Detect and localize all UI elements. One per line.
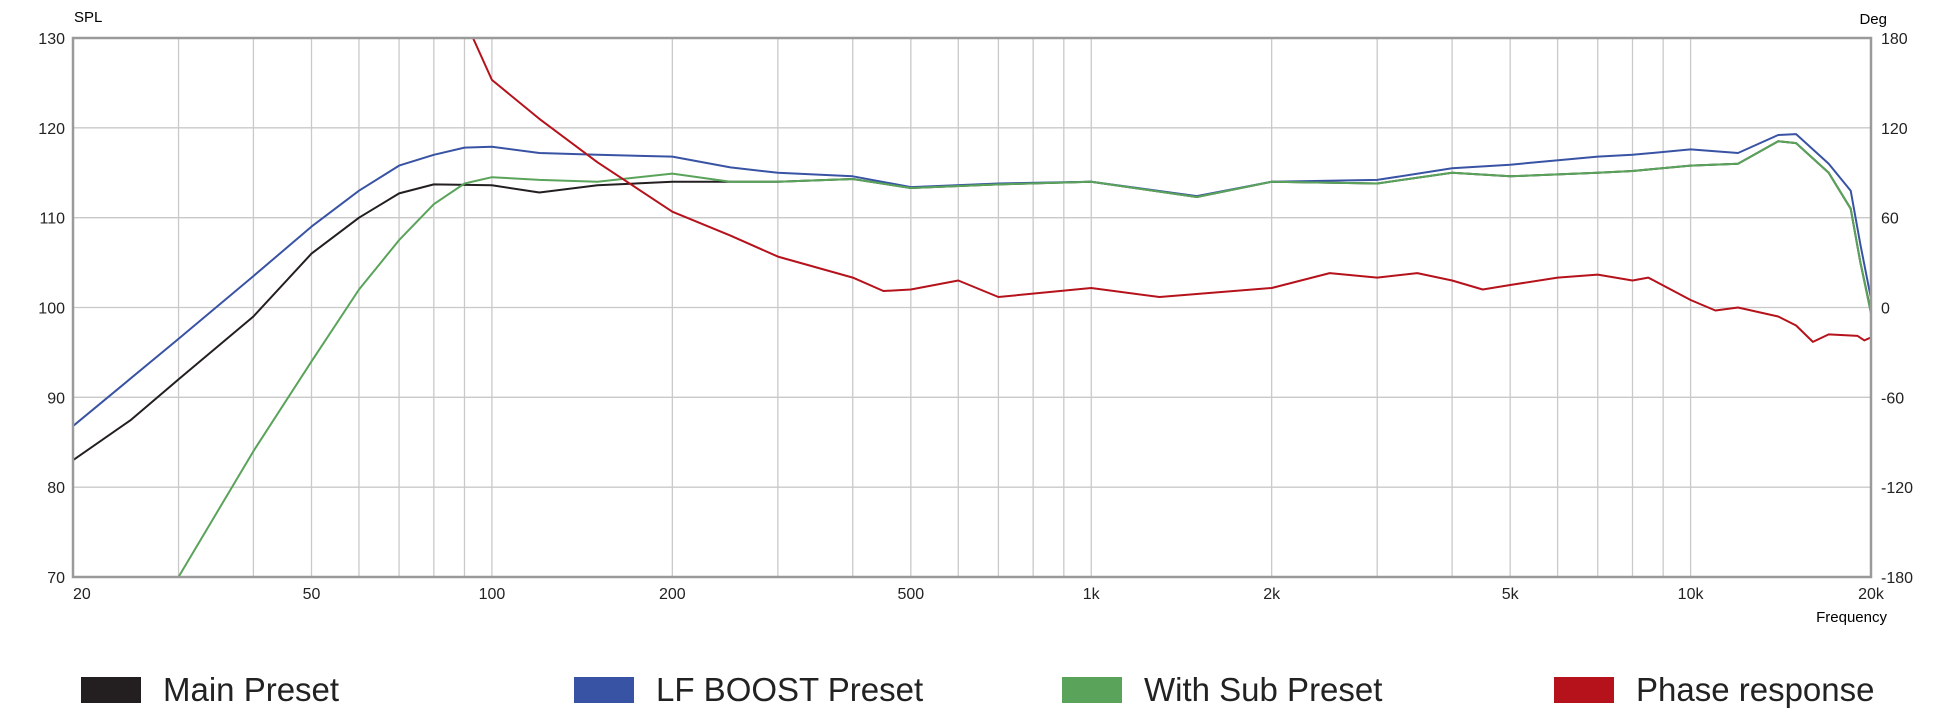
y2-tick-label: 180 xyxy=(1881,31,1908,48)
legend-label: LF BOOST Preset xyxy=(656,671,924,708)
x-tick-label: 500 xyxy=(897,586,924,603)
y-tick-label: 90 xyxy=(47,390,65,407)
legend-label: Main Preset xyxy=(163,671,340,708)
legend-swatch xyxy=(574,677,634,703)
series-line-main-preset xyxy=(73,140,1871,462)
series-line-phase-response xyxy=(472,38,1871,343)
y2-tick-label: -180 xyxy=(1881,570,1913,587)
grid xyxy=(73,37,1871,578)
legend-item-main-preset: Main Preset xyxy=(81,668,339,712)
y2-tick-label: -120 xyxy=(1881,480,1913,497)
x-tick-label: 2k xyxy=(1263,586,1281,603)
y-tick-label: 130 xyxy=(38,31,65,48)
x-tick-label: 5k xyxy=(1502,586,1520,603)
legend-item-with-sub-preset: With Sub Preset xyxy=(1062,668,1382,712)
legend-item-phase-response: Phase response xyxy=(1554,668,1875,712)
legend-label: With Sub Preset xyxy=(1144,671,1383,708)
legend-label: Phase response xyxy=(1636,671,1875,708)
legend-swatch xyxy=(1554,677,1614,703)
legend-item-lf-boost-preset: LF BOOST Preset xyxy=(574,668,923,712)
y-axis-label: SPL xyxy=(74,9,102,26)
legend-swatch xyxy=(81,677,141,703)
y-tick-label: 120 xyxy=(38,121,65,138)
y-tick-label: 80 xyxy=(47,480,65,497)
y2-tick-label: 60 xyxy=(1881,211,1899,228)
y2-tick-label: -60 xyxy=(1881,390,1904,407)
series-line-with-sub-preset xyxy=(177,140,1871,577)
y-tick-label: 100 xyxy=(38,301,65,318)
x-tick-label: 100 xyxy=(479,586,506,603)
y2-tick-label: 0 xyxy=(1881,301,1890,318)
x-tick-label: 10k xyxy=(1678,586,1705,603)
y2-tick-label: 120 xyxy=(1881,121,1908,138)
plot-frame xyxy=(71,36,1873,579)
x-tick-label: 20 xyxy=(73,586,91,603)
x-axis-label: Frequency xyxy=(1816,609,1887,626)
series-lines xyxy=(73,38,1871,577)
y-tick-label: 70 xyxy=(47,570,65,587)
series-line-lf-boost-preset xyxy=(73,133,1871,427)
x-tick-label: 1k xyxy=(1083,586,1101,603)
y-tick-label: 110 xyxy=(39,211,65,228)
axes: 70 80 90 100 110 120 130 -180 -120 -60 0 60 120 180 20… xyxy=(38,31,1913,603)
y2-axis-label: Deg xyxy=(1859,11,1887,28)
x-tick-label: 200 xyxy=(659,586,686,603)
x-tick-label: 50 xyxy=(303,586,321,603)
legend-swatch xyxy=(1062,677,1122,703)
x-tick-label: 20k xyxy=(1858,586,1885,603)
